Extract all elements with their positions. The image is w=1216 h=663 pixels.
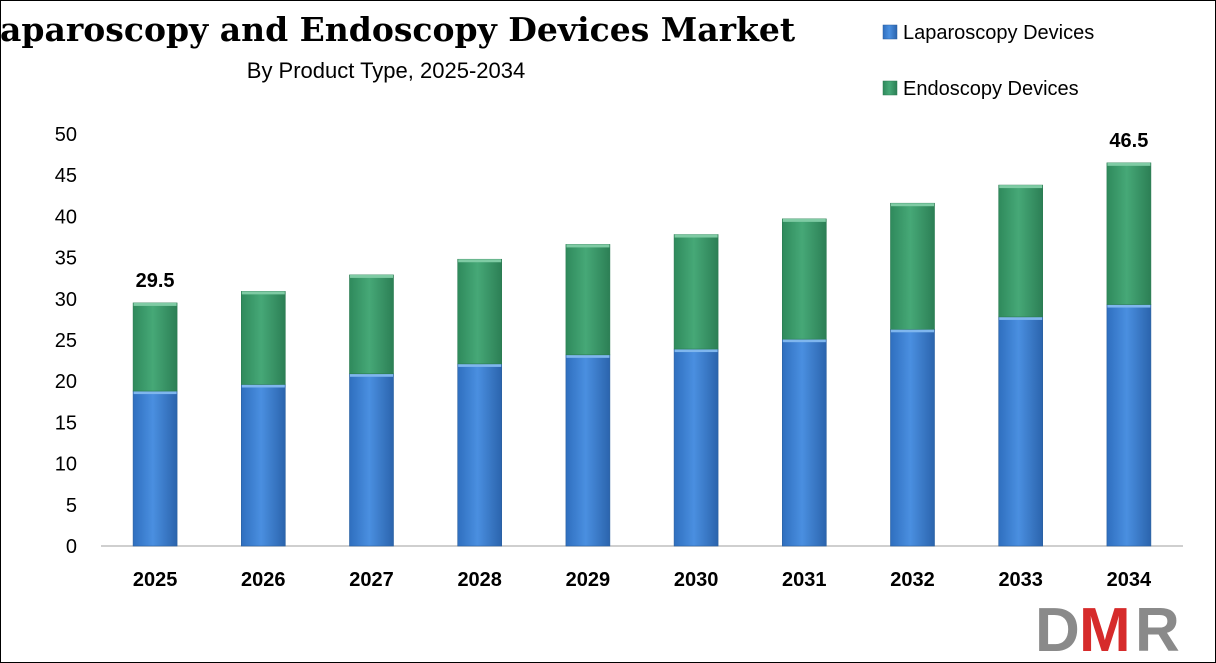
bar-endoscopy [890, 202, 935, 330]
data-labels: 29.5 46.5 [136, 130, 1149, 292]
bar-laparoscopy [349, 373, 394, 547]
logo-letter-d: D [1035, 596, 1080, 662]
data-label: 29.5 [136, 270, 175, 292]
legend-swatch-endoscopy [882, 80, 898, 96]
x-tick-label: 2032 [890, 569, 935, 591]
bar-endoscopy [349, 274, 394, 375]
bar-laparoscopy-top-edge [1107, 304, 1151, 308]
bar-endoscopy-top-edge [891, 203, 934, 207]
bar-laparoscopy [457, 363, 503, 547]
bar-endoscopy [781, 218, 827, 340]
bar-endoscopy [1106, 162, 1152, 305]
x-tick-label: 2025 [133, 569, 178, 591]
bar-laparoscopy [241, 384, 286, 547]
bar-endoscopy [132, 302, 178, 392]
bar-endoscopy-top-edge [458, 259, 502, 263]
logo-letter-m: M [1079, 596, 1131, 662]
bar-endoscopy-top-edge [674, 234, 718, 238]
x-tick-label: 2033 [998, 569, 1043, 591]
y-tick-label: 5 [66, 495, 77, 517]
y-tick-label: 50 [55, 124, 77, 146]
x-tick-label: 2031 [782, 569, 827, 591]
bar-laparoscopy-top-edge [891, 329, 934, 333]
bar-endoscopy-top-edge [1107, 162, 1151, 166]
y-tick-label: 25 [55, 330, 77, 352]
bar-laparoscopy-top-edge [566, 354, 610, 358]
data-label: 46.5 [1109, 130, 1148, 152]
bar-laparoscopy-top-edge [999, 316, 1043, 320]
bar-endoscopy [241, 291, 286, 385]
logo-letter-r: R [1135, 596, 1180, 662]
bar-laparoscopy [132, 390, 178, 547]
y-tick-label: 45 [55, 165, 77, 187]
bar-endoscopy [457, 258, 503, 365]
y-tick-label: 15 [55, 412, 77, 434]
x-tick-label: 2026 [241, 569, 286, 591]
bar-laparoscopy [781, 338, 827, 547]
bar-endoscopy-top-edge [566, 244, 610, 248]
bar-endoscopy-top-edge [999, 185, 1043, 189]
bar-laparoscopy [565, 354, 611, 547]
y-tick-label: 40 [55, 206, 77, 228]
bar-endoscopy-top-edge [350, 274, 393, 278]
bar-endoscopy [565, 244, 611, 356]
bar-endoscopy-top-edge [782, 218, 826, 222]
bar-endoscopy-top-edge [241, 291, 285, 295]
y-tick-label: 10 [55, 454, 77, 476]
bar-endoscopy [673, 234, 719, 350]
y-axis: 0 5 10 15 20 25 30 35 40 45 50 [55, 124, 77, 558]
legend: Laparoscopy Devices Endoscopy Devices [882, 22, 1094, 100]
x-axis: 2025 2026 2027 2028 2029 2030 2031 2032 2033 2034 [133, 569, 1152, 591]
y-tick-label: 30 [55, 289, 77, 311]
x-tick-label: 2028 [457, 569, 502, 591]
legend-label-laparoscopy: Laparoscopy Devices [903, 22, 1094, 44]
legend-label-endoscopy: Endoscopy Devices [903, 78, 1079, 100]
bar-laparoscopy [998, 316, 1044, 547]
y-tick-label: 20 [55, 371, 77, 393]
x-tick-label: 2027 [349, 569, 394, 591]
bar-laparoscopy [1106, 304, 1152, 547]
bar-laparoscopy-top-edge [241, 384, 285, 388]
bar-laparoscopy-top-edge [133, 391, 177, 395]
chart-subtitle: By Product Type, 2025-2034 [247, 58, 525, 83]
y-tick-label: 0 [66, 536, 77, 558]
x-tick-label: 2030 [674, 569, 719, 591]
bar-laparoscopy-top-edge [458, 363, 502, 367]
bar-laparoscopy-top-edge [674, 349, 718, 353]
x-tick-label: 2029 [566, 569, 611, 591]
chart-title: Laparoscopy and Endoscopy Devices Market [1, 10, 796, 49]
y-tick-label: 35 [55, 248, 77, 270]
bar-endoscopy [998, 184, 1044, 318]
legend-swatch-laparoscopy [882, 24, 898, 40]
bars [132, 162, 1152, 547]
bar-laparoscopy-top-edge [782, 339, 826, 343]
bar-endoscopy-top-edge [133, 302, 177, 306]
bar-laparoscopy [673, 348, 719, 547]
dmr-logo: D M R [1035, 596, 1180, 662]
bar-laparoscopy-top-edge [350, 373, 393, 377]
x-tick-label: 2034 [1107, 569, 1152, 591]
bar-laparoscopy [890, 328, 935, 547]
